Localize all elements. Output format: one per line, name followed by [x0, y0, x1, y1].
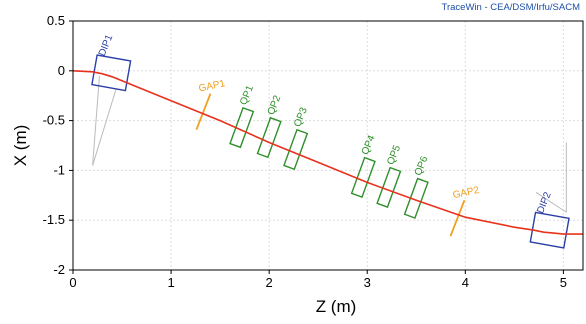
element-label: DIP1 [97, 33, 116, 58]
x-tick-label: 4 [462, 275, 469, 290]
y-axis-label: X (m) [11, 125, 30, 167]
axis-ticks: 0 1 2 3 4 5 0.5 0 -0.5 -1 -1.5 -2 [43, 13, 567, 290]
quad-qp6: QP6 [403, 154, 431, 219]
quadrupole-magnet [283, 128, 309, 171]
element-label: QP4 [360, 133, 378, 156]
y-tick-label: 0.5 [47, 13, 65, 28]
dipole-guide-line [535, 191, 567, 213]
x-tick-label: 0 [69, 275, 76, 290]
element-label: GAP2 [452, 185, 481, 201]
quadrupole-magnet [376, 166, 402, 208]
quadrupole-magnet [256, 116, 282, 159]
element-label: QP1 [238, 84, 256, 107]
gap-marker [449, 199, 466, 237]
element-label: QP2 [266, 94, 284, 117]
beam-trajectory [72, 70, 583, 235]
quad-qp3: QP3 [283, 106, 310, 171]
element-label: QP3 [292, 106, 310, 129]
trajectory-line [72, 70, 583, 235]
dipole-guide-line [92, 75, 100, 166]
quad-qp4: QP4 [350, 133, 378, 199]
x-tick-label: 1 [167, 275, 174, 290]
dipole-magnet [529, 211, 570, 249]
gap-marker [195, 93, 212, 130]
dipole-guide-line [92, 88, 117, 166]
element-label: GAP1 [198, 78, 227, 94]
y-tick-label: -0.5 [43, 113, 65, 128]
quadrupole-magnet [403, 177, 429, 219]
quad-qp2: QP2 [256, 94, 284, 159]
quadrupole-magnet [229, 106, 255, 149]
dipole-guide-lines [92, 75, 567, 213]
y-tick-label: -1.5 [43, 212, 65, 227]
quad-qp5: QP5 [376, 143, 403, 208]
x-tick-label: 2 [266, 275, 273, 290]
y-tick-label: -1 [53, 162, 65, 177]
software-credit: TraceWin - CEA/DSM/Irfu/SACM [441, 2, 580, 13]
y-tick-label: -2 [53, 262, 65, 277]
plot-grid [72, 20, 583, 271]
x-tick-label: 3 [364, 275, 371, 290]
quadrupole-magnet [350, 156, 376, 199]
x-axis-label: Z (m) [316, 297, 357, 316]
plot-axes [72, 20, 584, 271]
quad-qp1: QP1 [229, 84, 256, 149]
x-tick-label: 5 [560, 275, 567, 290]
element-label: QP6 [413, 154, 431, 177]
dipole-magnet [91, 54, 132, 92]
gap-gap2: GAP2 [449, 185, 481, 237]
y-tick-label: 0 [58, 63, 65, 78]
plot-frame [72, 20, 584, 271]
element-label: QP5 [385, 143, 403, 166]
